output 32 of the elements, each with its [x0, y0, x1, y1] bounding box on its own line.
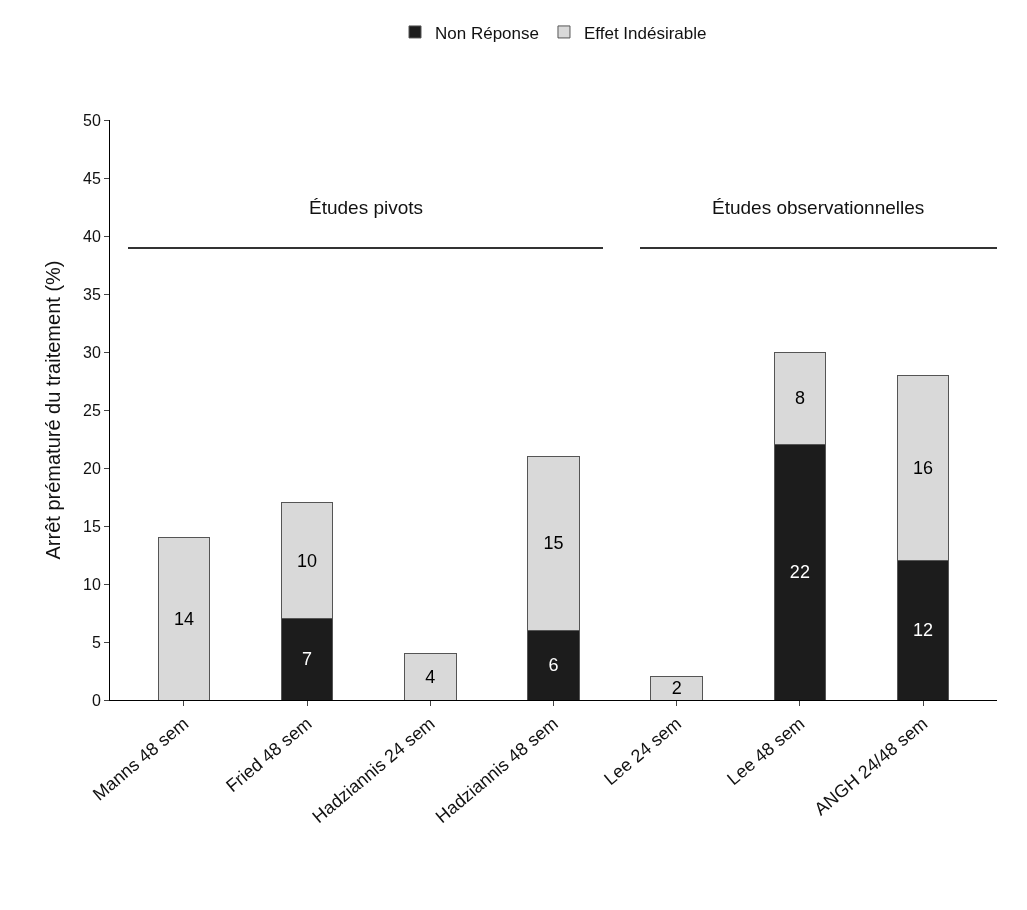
bar [650, 676, 704, 700]
y-axis-title: Arrêt prématuré du traitement (%) [42, 260, 64, 560]
y-tick-label: 15 [83, 517, 101, 535]
y-tick-label: 10 [83, 575, 101, 593]
annotation: Études pivots [309, 197, 424, 218]
data-label: 2 [671, 678, 682, 699]
bar [157, 537, 211, 700]
x-tick-label: Lee 24 sem [600, 713, 686, 790]
y-tick-label: 50 [83, 111, 101, 129]
annotation: Études observationnelles [712, 197, 925, 218]
data-label: 10 [297, 550, 318, 571]
data-label: 6 [548, 655, 559, 676]
y-tick-label: 45 [83, 169, 101, 187]
bar [403, 653, 457, 700]
y-tick-label: 25 [83, 401, 101, 419]
data-label: 8 [794, 388, 805, 409]
data-label: 15 [543, 533, 564, 554]
y-tick-label: 5 [91, 633, 101, 651]
data-label: 4 [425, 666, 436, 687]
legend-label: Effet Indésirable [583, 23, 707, 43]
data-label: 22 [789, 562, 810, 583]
y-tick-label: 40 [83, 227, 101, 245]
y-tick-label: 20 [83, 459, 101, 477]
data-label: 14 [173, 608, 194, 629]
y-tick-label: 0 [91, 691, 101, 709]
data-label: 7 [302, 649, 313, 670]
y-tick-label: 35 [83, 285, 101, 303]
x-tick-label: Lee 48 sem [723, 713, 809, 790]
y-tick-label: 30 [83, 343, 101, 361]
data-label: 16 [913, 458, 934, 478]
legend-label: Non Réponse [435, 23, 539, 43]
data-label: 12 [913, 620, 934, 641]
